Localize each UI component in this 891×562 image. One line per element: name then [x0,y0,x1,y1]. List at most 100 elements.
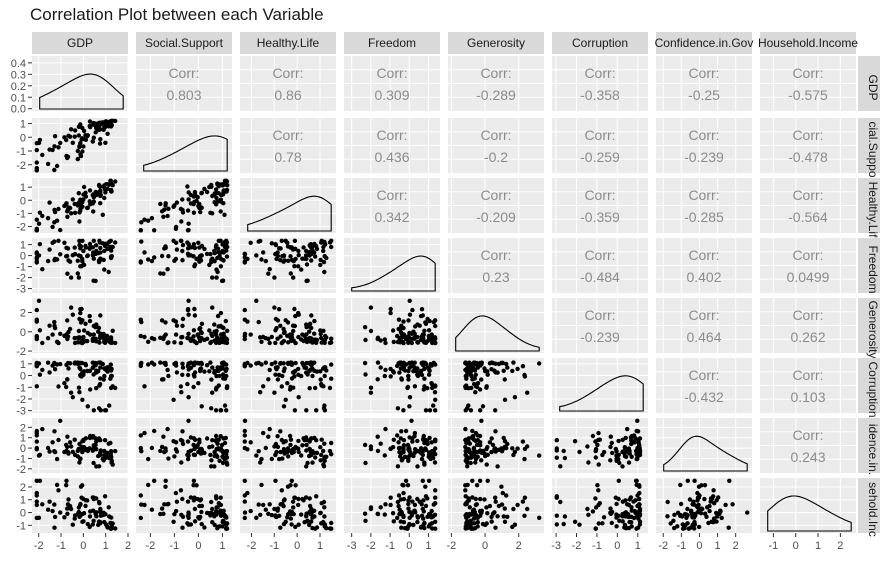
scatter-point [72,360,78,365]
scatter-point [142,384,147,389]
scatter-point [77,335,82,340]
scatter-point [159,253,165,259]
scatter-point [474,384,480,390]
y-tick-label-gdp: 0.2 [11,81,26,93]
scatter-point [258,238,263,244]
scatter-point [209,406,214,411]
scatter-point [433,437,438,442]
scatter-point [108,526,114,531]
scatter-point [173,440,179,445]
scatter-point [296,334,301,340]
scatter-point [90,522,96,527]
scatter-point [425,441,430,447]
scatter-point [318,262,323,268]
scatter-point [515,502,520,508]
scatter-point [180,197,185,202]
scatter-point [267,340,272,346]
scatter-point [96,453,101,459]
scatter-point [431,403,436,408]
scatter-point [138,515,143,521]
scatter-point [108,255,114,261]
scatter-point [307,321,313,326]
scatter-point [678,482,683,488]
scatter-point [263,507,268,512]
scatter-point [185,372,191,378]
scatter-point [138,433,143,438]
scatter-point [412,430,418,436]
y-tick-label-confidence-in-gov: -2 [16,464,26,476]
col-strip-label-confidence-in-gov: Confidence.in.Gov [655,36,754,50]
scatter-point [267,267,272,272]
scatter-point [727,478,732,483]
scatter-point [192,519,198,524]
row-strip-label-gdp: GDP [866,74,880,100]
scatter-point [186,221,191,226]
y-tick-label-confidence-in-gov: 1 [20,433,26,445]
scatter-point [259,339,264,344]
scatter-point [293,483,298,488]
scatter-point [216,340,221,345]
scatter-point [685,513,690,518]
scatter-point [185,307,191,313]
scatter-point [329,376,334,381]
scatter-point [56,238,61,243]
scatter-point [321,248,326,254]
scatter-point [72,437,77,442]
scatter-point [495,464,500,469]
corr-value-freedom-household-income: 0.0499 [787,269,830,285]
scatter-point [165,267,170,272]
scatter-point [218,408,224,413]
scatter-point [224,337,229,343]
scatter-point [407,495,412,500]
scatter-point [275,434,280,439]
scatter-point [56,384,61,389]
scatter-point [601,449,607,455]
scatter-point [242,433,247,438]
scatter-point [261,250,266,255]
scatter-point [468,460,473,466]
scatter-point [91,332,97,337]
row-strip-corruption [858,358,880,413]
scatter-point [288,254,293,259]
scatter-point [467,505,472,510]
scatter-point [428,361,433,367]
scatter-point [511,360,516,365]
scatter-point [432,390,438,395]
scatter-point [395,339,401,345]
scatter-point [90,253,96,258]
scatter-point [723,502,728,508]
scatter-point [196,449,201,455]
scatter-point [554,455,559,460]
x-tick-label-gdp: 1 [103,540,109,552]
scatter-point [382,373,387,379]
scatter-point [100,241,106,246]
scatter-point [78,244,84,249]
scatter-point [289,448,294,454]
scatter-point [72,516,77,521]
corr-label-freedom-corruption: Corr: [584,247,615,263]
x-tick-label-freedom: -2 [366,540,376,552]
x-tick-label-healthy-life: -2 [247,540,257,552]
scatter-point [465,525,470,531]
scatter-point [58,140,63,146]
scatter-point [515,446,520,451]
scatter-point [327,385,333,391]
scatter-point [401,520,407,525]
scatter-point [463,360,468,365]
scatter-point [537,515,542,520]
scatter-point [409,418,414,423]
scatter-point [472,521,477,526]
y-tick-label-generosity: 2 [20,307,26,319]
scatter-point [173,256,179,262]
scatter-point [224,526,229,531]
scatter-point [78,203,84,208]
scatter-point [223,318,228,324]
scatter-point [433,383,438,388]
col-strip-label-healthy-life: Healthy.Life [257,36,320,50]
col-strip-household-income [760,32,856,54]
scatter-point [110,384,115,389]
scatter-point [245,256,250,262]
y-tick-label-confidence-in-gov: 2 [20,422,26,434]
scatter-point [191,452,197,457]
scatter-point [322,455,328,460]
